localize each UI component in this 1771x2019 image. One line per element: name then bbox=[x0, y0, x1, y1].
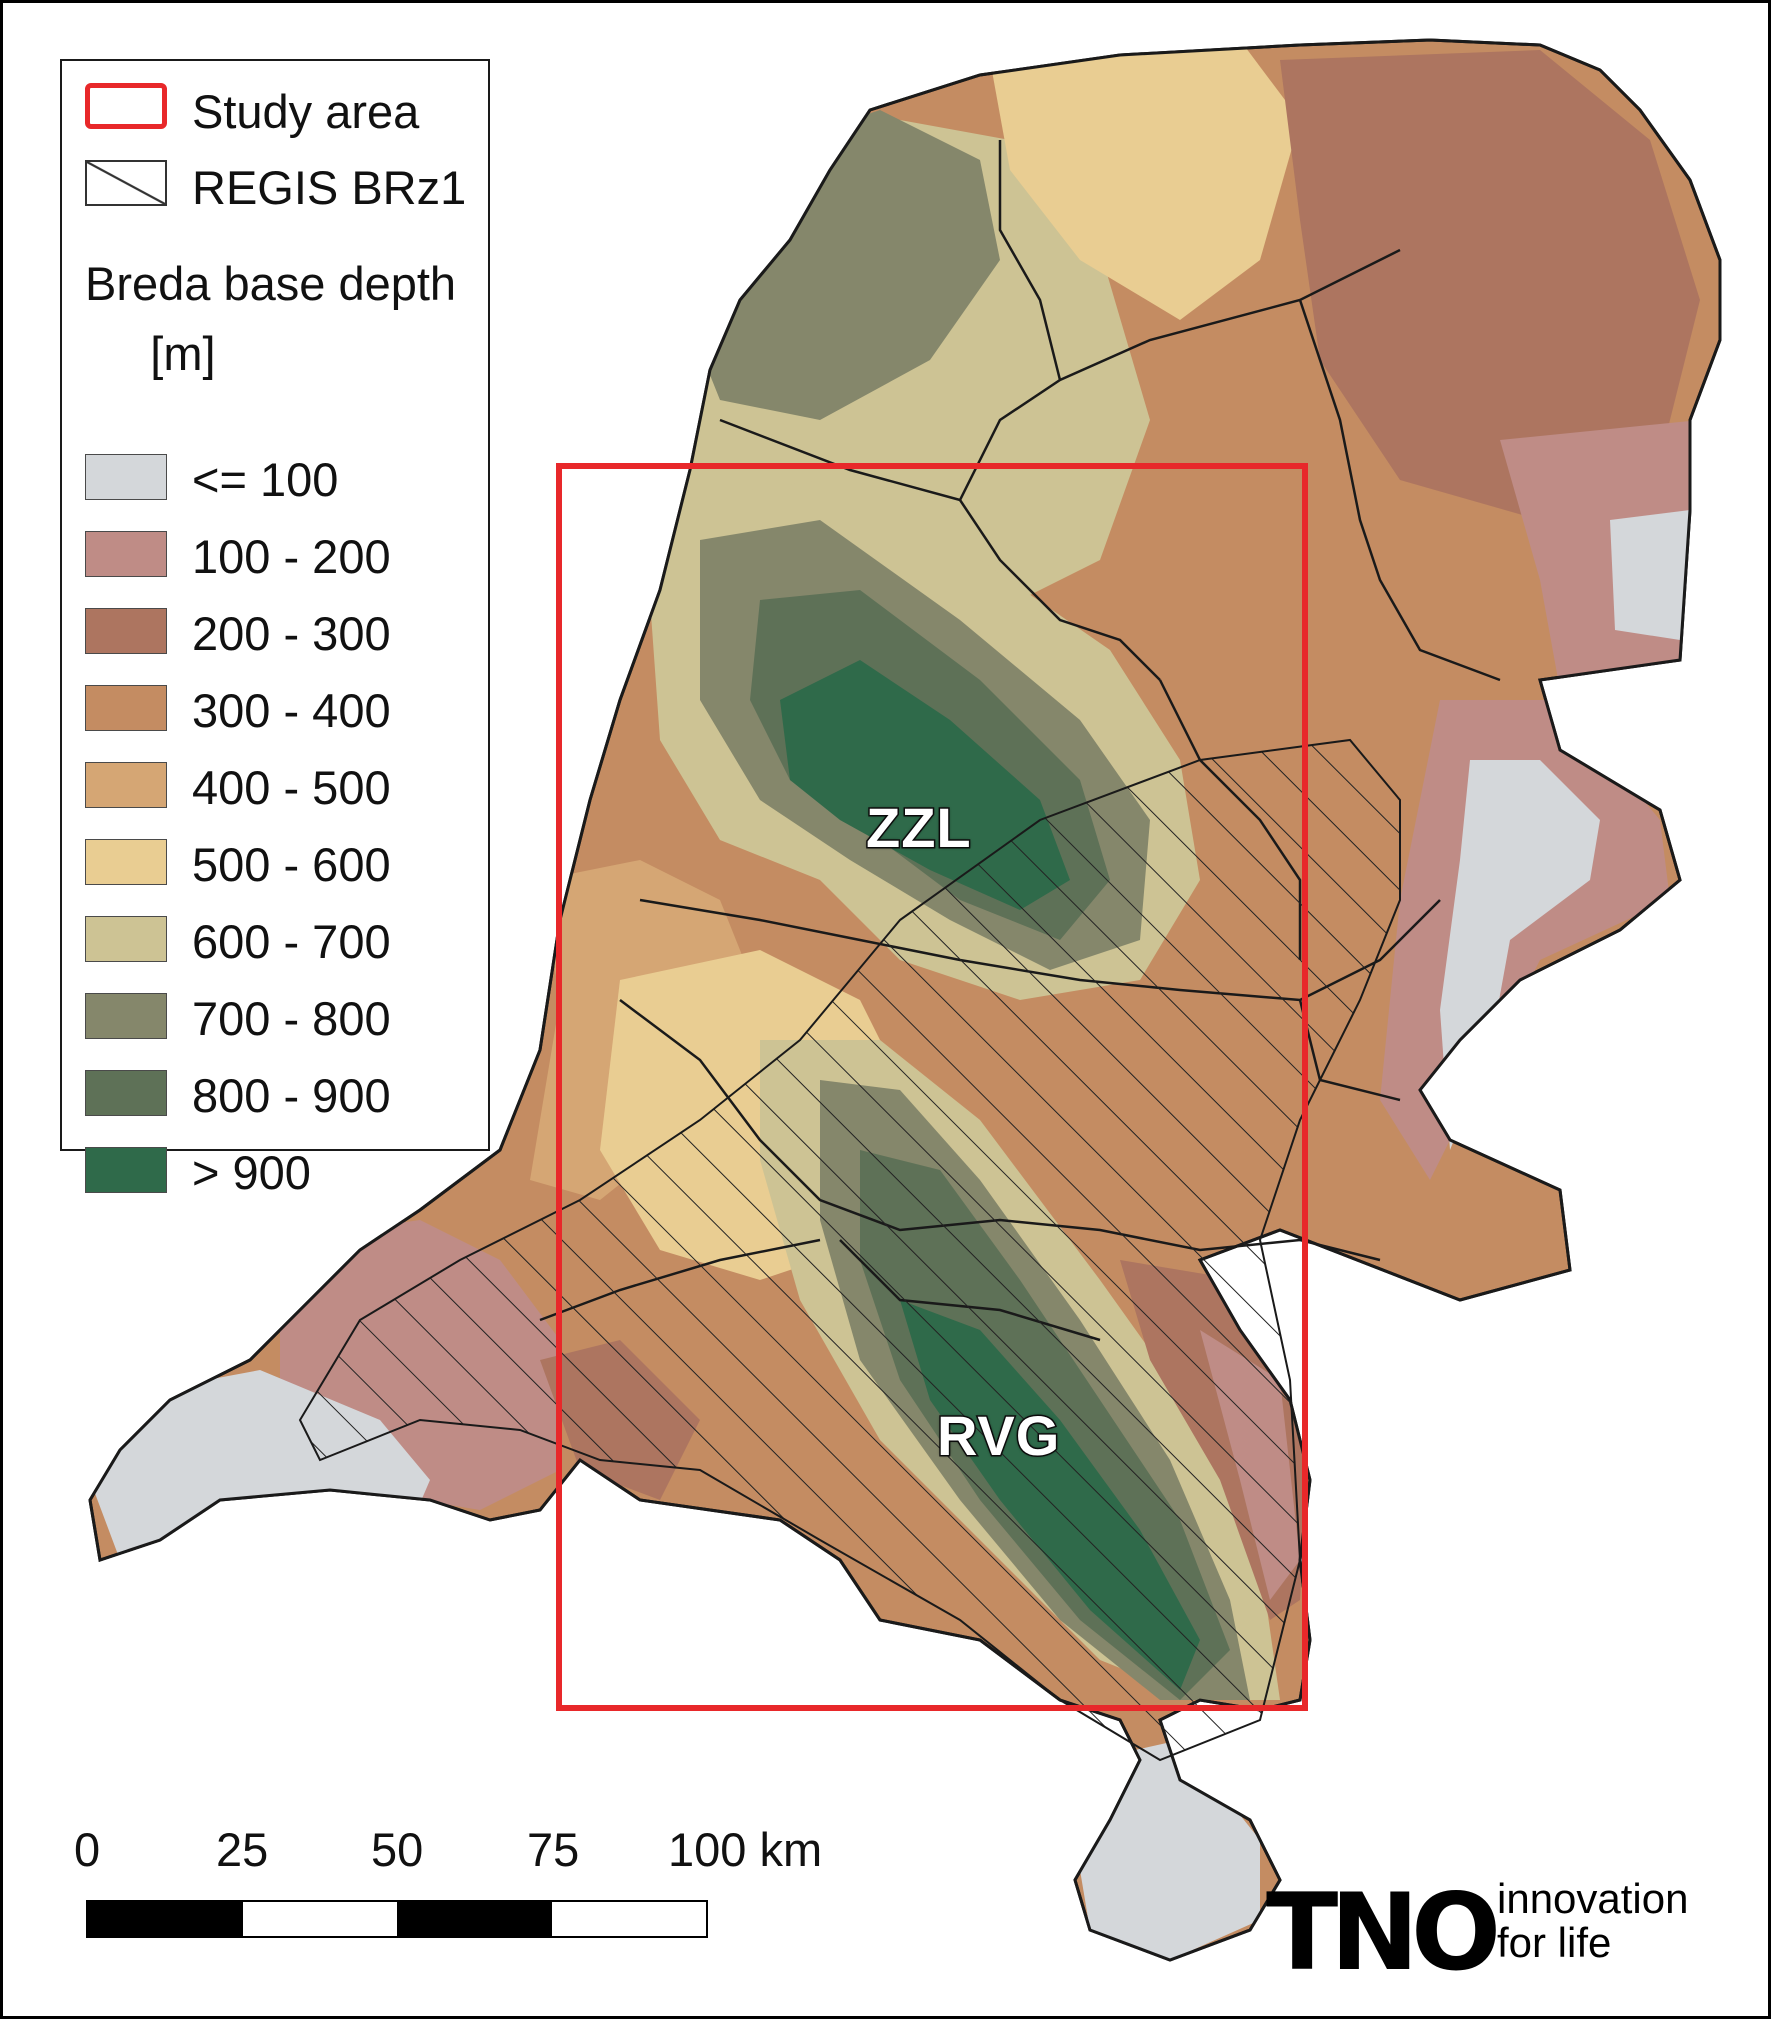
legend-class-label: 500 - 600 bbox=[192, 838, 391, 891]
legend-swatch-4 bbox=[85, 762, 167, 808]
scale-tick-75: 75 bbox=[527, 1823, 580, 1876]
legend-swatch-9 bbox=[85, 1147, 167, 1193]
scale-tick-100: 100 km bbox=[668, 1823, 823, 1876]
regis-swatch bbox=[85, 160, 167, 206]
scale-bar bbox=[86, 1900, 708, 1938]
legend-class-label: 400 - 500 bbox=[192, 761, 391, 814]
study-area-swatch bbox=[85, 83, 167, 129]
legend-swatch-0 bbox=[85, 454, 167, 500]
tno-tagline: innovation for life bbox=[1497, 1875, 1689, 1966]
legend-class-label: 200 - 300 bbox=[192, 607, 391, 660]
scale-tick-0: 0 bbox=[74, 1823, 101, 1876]
legend-class-label: 100 - 200 bbox=[192, 530, 391, 583]
legend-class-label: 600 - 700 bbox=[192, 915, 391, 968]
legend-swatch-5 bbox=[85, 839, 167, 885]
legend-swatch-8 bbox=[85, 1070, 167, 1116]
scale-tick-25: 25 bbox=[216, 1823, 269, 1876]
rvg-label: RVG bbox=[935, 1403, 1061, 1469]
legend-swatch-7 bbox=[85, 993, 167, 1039]
legend-class-label: 800 - 900 bbox=[192, 1069, 391, 1122]
zzl-label: ZZL bbox=[865, 795, 973, 861]
legend-swatch-6 bbox=[85, 916, 167, 962]
legend-regis-label: REGIS BRz1 bbox=[192, 161, 467, 214]
legend: Study area REGIS BRz1 Breda base depth [… bbox=[60, 59, 490, 1199]
legend-class-label: 300 - 400 bbox=[192, 684, 391, 737]
regis-hatch-area bbox=[298, 738, 1401, 1762]
legend-title: Breda base depth [m] bbox=[85, 257, 457, 380]
legend-swatch-3 bbox=[85, 685, 167, 731]
legend-class-label: 700 - 800 bbox=[192, 992, 391, 1045]
legend-study-area-label: Study area bbox=[192, 85, 420, 138]
legend-class-label: > 900 bbox=[192, 1146, 311, 1199]
scale-tick-50: 50 bbox=[371, 1823, 424, 1876]
study-area-rectangle bbox=[556, 463, 1308, 1711]
legend-swatch-1 bbox=[85, 531, 167, 577]
legend-swatch-2 bbox=[85, 608, 167, 654]
legend-class-label: <= 100 bbox=[192, 453, 339, 506]
tno-logo: TNO bbox=[1266, 1871, 1501, 1994]
